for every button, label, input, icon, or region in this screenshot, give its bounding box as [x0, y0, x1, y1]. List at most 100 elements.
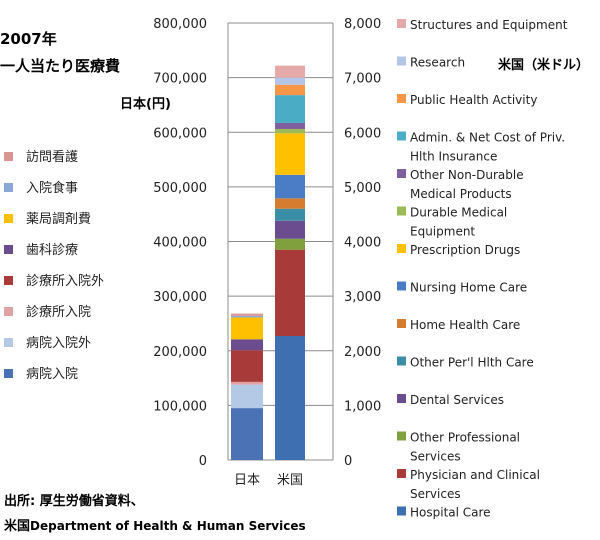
us-bar-segment: [275, 174, 305, 199]
us-legend-swatch: [397, 506, 406, 516]
japan-bar-segment: [231, 408, 263, 460]
us-legend-label: Public Health Activity: [410, 93, 537, 107]
left-tick-label: 600,000: [153, 126, 207, 141]
us-legend-swatch: [397, 356, 406, 366]
us-legend-label: Medical Products: [410, 187, 512, 201]
japan-legend-label: 病院入院外: [26, 336, 91, 351]
category-labels: 日本 米国: [234, 473, 303, 488]
us-legend-swatch: [397, 56, 406, 66]
us-bar-segment: [275, 238, 305, 250]
right-tick-label: 1,000: [344, 399, 381, 414]
us-legend-label: Research: [410, 56, 465, 70]
japan-bar-segment: [231, 339, 263, 351]
us-bar-segment: [275, 133, 305, 175]
left-tick-label: 400,000: [153, 236, 207, 251]
us-stacked-bar: [275, 65, 305, 460]
japan-legend-label: 訪問看護: [26, 149, 78, 165]
us-bar-segment: [275, 77, 305, 85]
left-tick-label: 200,000: [153, 345, 207, 360]
us-legend-label: Physician and Clinical: [410, 468, 540, 482]
japan-stacked-bar: [231, 313, 263, 460]
us-bar-segment: [275, 128, 305, 134]
japan-legend-label: 診療所入院: [26, 304, 91, 320]
us-legend-swatch: [397, 244, 406, 253]
us-legend-swatch: [397, 94, 406, 103]
japan-legend-swatch: [4, 338, 13, 347]
source-agency: Department of Health & Human Services: [30, 519, 306, 533]
us-legend-label: Equipment: [410, 225, 475, 239]
japan-legend-label: 歯科診療: [26, 242, 78, 258]
us-legend-label: Services: [410, 450, 461, 464]
right-tick-label: 6,000: [344, 126, 381, 141]
source-line-2: 米国Department of Health & Human Services: [4, 518, 306, 534]
us-legend-label: Prescription Drugs: [410, 243, 520, 257]
us-bar-segment: [275, 208, 305, 221]
us-legend-swatch: [397, 19, 406, 28]
japan-bar-segment: [231, 317, 263, 340]
japan-bar-segment: [231, 350, 263, 382]
right-tick-label: 7,000: [344, 72, 381, 87]
us-legend-label: Durable Medical: [410, 206, 507, 220]
japan-legend-swatch: [4, 276, 13, 285]
us-legend-label: Hospital Care: [410, 506, 491, 520]
us-bar-segment: [275, 84, 305, 96]
left-tick-label: 700,000: [153, 72, 207, 87]
us-legend-swatch: [397, 169, 406, 178]
japan-legend-swatch: [4, 152, 13, 161]
us-legend-label: Structures and Equipment: [410, 18, 568, 32]
us-legend-swatch: [397, 206, 406, 216]
left-axis-label: 日本(円): [120, 96, 171, 112]
us-legend-label: Home Health Care: [410, 318, 520, 332]
us-legend-swatch: [397, 319, 406, 328]
us-legend-swatch: [397, 281, 406, 291]
japan-bar-segment: [231, 384, 263, 409]
us-legend-label: Dental Services: [410, 393, 504, 407]
us-bar-segment: [275, 220, 305, 239]
us-bar-segment: [275, 65, 305, 78]
us-legend: Structures and Equipment Research Public H…: [397, 18, 568, 520]
us-legend-label: Nursing Home Care: [410, 281, 527, 295]
us-bar-segment: [275, 95, 305, 123]
right-tick-label: 8,000: [344, 17, 381, 32]
japan-bar-segment: [231, 315, 263, 318]
left-tick-label: 500,000: [153, 181, 207, 196]
us-bar-segment: [275, 198, 305, 209]
us-legend-label: Other Professional: [410, 431, 520, 445]
source-line-1: 出所: 厚生労働省資料、: [4, 493, 144, 509]
japan-bar-segment: [231, 381, 263, 385]
us-legend-label: Other Non-Durable: [410, 168, 524, 182]
us-legend-swatch: [397, 431, 406, 441]
category-label: 米国: [277, 473, 303, 488]
right-tick-label: 5,000: [344, 181, 381, 196]
japan-legend-swatch: [4, 245, 13, 254]
japan-legend-swatch: [4, 183, 13, 192]
japan-legend-label: 薬局調剤費: [26, 211, 91, 227]
chart-subtitle: 一人当たり医療費: [0, 57, 120, 75]
japan-legend-label: 診療所入院外: [26, 273, 104, 289]
japan-legend-label: 病院入院: [26, 367, 78, 382]
right-axis-label: 米国（米ドル）: [498, 57, 589, 73]
right-axis: 0 1,000 2,000 3,000 4,000 5,000 6,000 7,000 8,00…: [344, 17, 381, 469]
right-tick-label: 3,000: [344, 290, 381, 305]
japan-legend-label: 入院食事: [26, 180, 78, 196]
left-tick-label: 100,000: [153, 399, 207, 414]
category-label: 日本: [234, 473, 260, 488]
us-bar-segment: [275, 249, 305, 337]
us-legend-label: Services: [410, 487, 461, 501]
left-tick-label: 0: [199, 454, 207, 469]
source-country: 米国: [4, 518, 30, 534]
us-legend-label: Hlth Insurance: [410, 150, 497, 164]
japan-legend-swatch: [4, 214, 13, 223]
chart-title: 2007年: [0, 30, 57, 48]
us-legend-label: Other Per'l Hlth Care: [410, 356, 534, 370]
us-legend-label: Admin. & Net Cost of Priv.: [410, 131, 565, 145]
japan-bar-segment: [231, 313, 263, 316]
left-tick-label: 800,000: [153, 17, 207, 32]
left-axis: 0 100,000 200,000 300,000 400,000 500,000 600,…: [153, 17, 207, 469]
us-legend-swatch: [397, 394, 406, 403]
japan-legend-swatch: [4, 307, 13, 316]
us-bar-segment: [275, 336, 305, 460]
japan-legend-swatch: [4, 369, 13, 378]
